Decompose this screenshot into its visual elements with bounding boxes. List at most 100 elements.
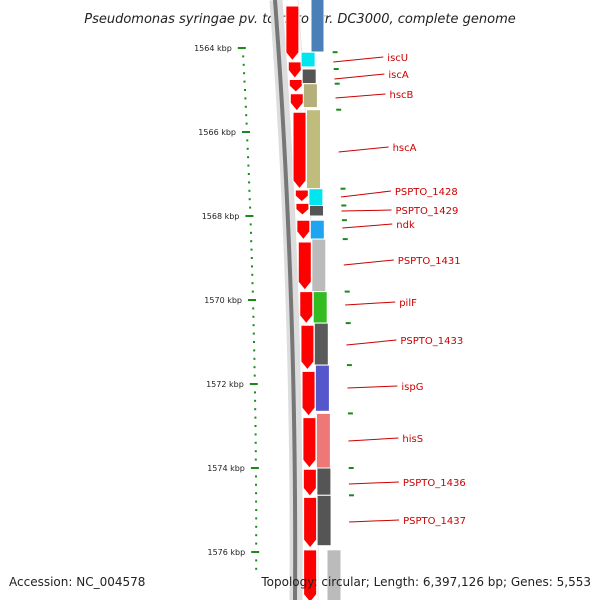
minor-tick	[253, 357, 256, 360]
minor-tick	[254, 433, 257, 436]
forward-gene-arrow	[301, 370, 316, 417]
forward-gene-arrow	[296, 219, 311, 241]
forward-gene-arrow	[288, 79, 303, 93]
gene-start-marker	[341, 204, 347, 207]
minor-tick	[255, 559, 258, 562]
major-tick	[248, 299, 256, 301]
gene-block-hscb[interactable]	[302, 83, 318, 109]
accession-text: Accession: NC_004578	[9, 575, 145, 589]
gene-block-pspto-1433[interactable]	[313, 322, 329, 366]
minor-tick	[255, 500, 258, 503]
tick-layer: 1564 kbp 1566 kbp 1568 kbp 1570 kbp 1572 kbp…	[194, 44, 260, 570]
minor-tick	[253, 349, 256, 352]
minor-tick	[255, 517, 258, 520]
gene-block-pilf[interactable]	[312, 291, 328, 324]
gene-block-pspto-1428[interactable]	[308, 188, 324, 206]
minor-tick	[253, 341, 255, 343]
gene-label-hsca[interactable]: hscA	[393, 143, 417, 154]
gene-label-pilf[interactable]: pilF	[399, 298, 417, 309]
minor-tick	[246, 139, 249, 142]
gene-label-ndk[interactable]: ndk	[396, 220, 415, 231]
tick-label: 1564 kbp	[194, 44, 232, 53]
topology-text: Topology: circular; Length: 6,397,126 bp…	[260, 575, 591, 589]
gene-label-pspto-1437[interactable]: PSPTO_1437	[403, 516, 466, 527]
minor-tick	[253, 366, 256, 369]
minor-tick	[252, 332, 255, 335]
minor-tick	[242, 63, 245, 66]
gene-label-ispg[interactable]: ispG	[401, 382, 423, 393]
minor-tick	[251, 290, 254, 293]
gene-label-pspto-1436[interactable]: PSPTO_1436	[403, 478, 466, 489]
label-connector	[348, 481, 399, 485]
tick-label: 1566 kbp	[198, 128, 236, 137]
label-connector	[334, 73, 385, 80]
minor-tick	[255, 492, 258, 495]
gene-label-pspto-1429[interactable]: PSPTO_1429	[396, 206, 459, 217]
minor-tick	[251, 282, 254, 285]
gene-label-hscb[interactable]: hscB	[390, 90, 414, 101]
gene-block-pspto-1429[interactable]	[309, 205, 324, 217]
forward-gene-arrow	[295, 202, 310, 216]
forward-gene-arrow	[299, 291, 314, 325]
label-connector	[346, 339, 397, 346]
minor-tick	[244, 97, 247, 100]
gene-start-marker	[342, 238, 348, 241]
forward-gene-arrow	[287, 61, 302, 80]
label-connector	[349, 519, 400, 523]
label-connector	[340, 190, 391, 198]
forward-gene-arrow	[294, 189, 309, 203]
genome-backbone	[273, 0, 298, 600]
minor-tick	[255, 475, 257, 478]
gene-label-iscu[interactable]: iscU	[387, 53, 408, 64]
gene-label-hiss[interactable]: hisS	[402, 434, 423, 445]
gene-start-marker	[346, 364, 352, 367]
map-title: Pseudomonas syringae pv. tomato str. DC3…	[84, 12, 516, 27]
gene-block-isca[interactable]	[301, 68, 317, 85]
minor-tick	[254, 458, 257, 461]
major-tick	[249, 383, 258, 385]
gene-block-hsca[interactable]	[306, 109, 321, 190]
gene-label-pspto-1433[interactable]: PSPTO_1433	[400, 336, 463, 347]
gene-block-pspto-1436[interactable]	[316, 467, 332, 496]
minor-tick	[254, 416, 257, 419]
minor-tick	[247, 164, 250, 167]
major-tick	[237, 47, 246, 49]
forward-gene-arrow	[289, 93, 304, 112]
tick-label: 1574 kbp	[207, 464, 245, 473]
gene-block-ispg[interactable]	[314, 364, 330, 412]
minor-tick	[243, 80, 246, 83]
minor-tick	[243, 72, 246, 75]
minor-tick	[249, 223, 252, 226]
minor-tick	[242, 55, 245, 58]
forward-gene-arrow	[303, 549, 318, 600]
gene-start-marker	[345, 322, 351, 325]
minor-tick	[255, 534, 258, 537]
forward-gene-arrow	[285, 5, 300, 62]
gene-block-pspto-1437[interactable]	[316, 494, 332, 547]
gene-label-pspto-1431[interactable]: PSPTO_1431	[398, 256, 461, 267]
gene-start-marker	[340, 187, 346, 190]
gene-block-upstream	[310, 0, 325, 53]
minor-tick	[255, 542, 258, 545]
minor-tick	[254, 391, 256, 394]
label-connector	[342, 223, 393, 229]
minor-tick	[251, 273, 254, 276]
minor-tick	[254, 408, 257, 411]
gene-block-hiss[interactable]	[315, 412, 331, 469]
major-tick	[251, 551, 260, 553]
forward-gene-arrow	[300, 324, 315, 371]
gene-block-pspto-1431[interactable]	[311, 238, 327, 293]
tick-label: 1570 kbp	[204, 296, 242, 305]
label-connector	[345, 301, 396, 306]
minor-tick	[252, 324, 255, 327]
gene-block-iscu[interactable]	[300, 51, 316, 68]
gene-label-isca[interactable]: iscA	[388, 70, 408, 81]
minor-tick	[255, 509, 258, 511]
gene-block-ndk[interactable]	[309, 219, 325, 240]
tick-label: 1576 kbp	[207, 548, 245, 557]
label-connector	[333, 56, 384, 63]
gene-label-pspto-1428[interactable]: PSPTO_1428	[395, 187, 458, 198]
minor-tick	[244, 89, 246, 91]
minor-tick	[251, 265, 253, 268]
